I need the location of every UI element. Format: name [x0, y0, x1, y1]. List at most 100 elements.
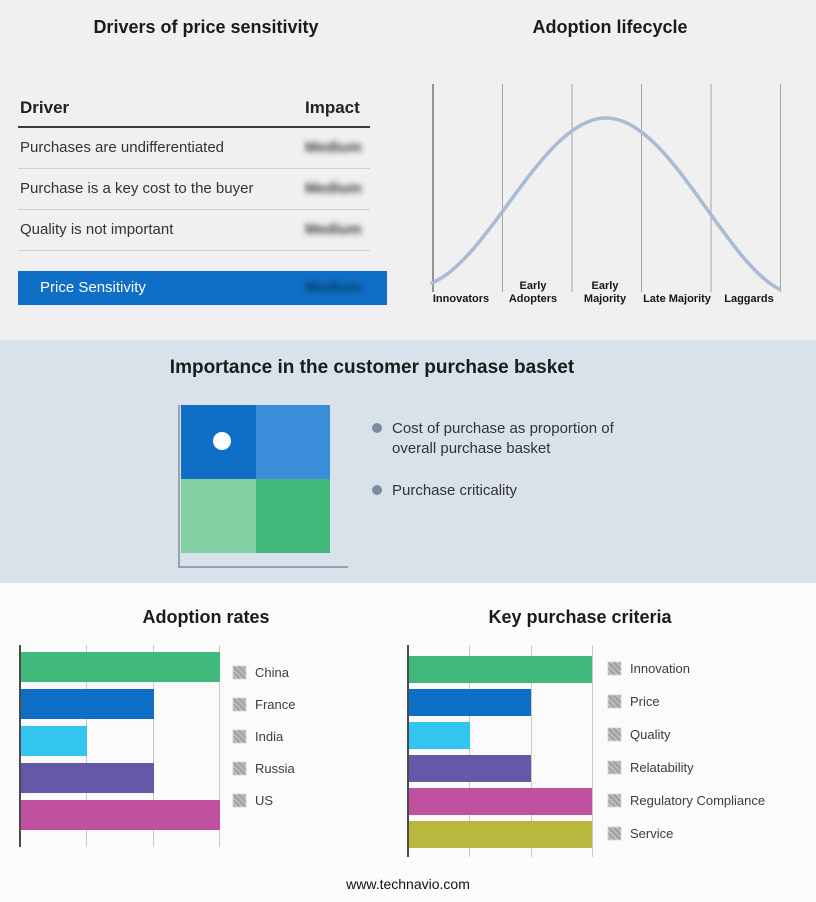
- column-header-driver: Driver: [20, 98, 70, 117]
- key-criteria-legend: Innovation Price Quality Relatability Re…: [608, 661, 766, 841]
- basket-title: Importance in the customer purchase bask…: [169, 357, 575, 378]
- gridline: [153, 645, 154, 847]
- bar-us: [21, 800, 220, 830]
- website-url-text: www.technavio.com: [346, 876, 470, 892]
- legend-label: US: [255, 793, 274, 808]
- drivers-table: Driver Impact Purchases are undifferenti…: [18, 94, 370, 251]
- bar-quality: [409, 722, 470, 749]
- bar-france: [21, 689, 154, 719]
- table-row: Quality is not important Medium: [18, 210, 370, 251]
- quadrant-cell-bottom-left: [181, 479, 256, 553]
- bell-curve: [430, 116, 781, 291]
- position-marker-dot: [213, 432, 231, 450]
- legend-item: China: [233, 665, 295, 680]
- gridline: [469, 645, 470, 857]
- legend-label: Service: [630, 826, 674, 841]
- key-criteria-y-axis: [407, 645, 409, 857]
- adoption-rates-bars: [21, 652, 220, 837]
- bar-innovation: [409, 656, 592, 683]
- quadrant-y-axis: [178, 405, 180, 568]
- bar-russia: [21, 763, 154, 793]
- quadrant-cell-top-left: [181, 405, 256, 479]
- legend-item: Regulatory Compliance: [608, 793, 766, 808]
- legend-swatch-redacted: [608, 761, 621, 774]
- legend-item: India: [233, 729, 295, 744]
- table-row: Purchases are undifferentiated Medium: [18, 128, 370, 169]
- legend-label: Relatability: [630, 760, 694, 775]
- lifecycle-stage-labels: Innovators Early Adopters Early Majority…: [425, 276, 785, 306]
- legend-item: Innovation: [608, 661, 765, 676]
- bullet-text: Purchase criticality: [392, 481, 518, 499]
- table-header-row: Driver Impact: [18, 94, 370, 128]
- price-sensitivity-impact-redacted: Medium: [305, 279, 362, 296]
- bar-price: [409, 689, 531, 716]
- list-item: Purchase criticality: [372, 481, 652, 501]
- legend-label: Regulatory Compliance: [630, 793, 766, 808]
- stage-label-early-adopters: Early Adopters: [508, 280, 558, 306]
- legend-item: US: [233, 793, 295, 808]
- legend-label: Quality: [630, 727, 671, 742]
- legend-swatch-redacted: [608, 728, 621, 741]
- stage-label-laggards: Laggards: [724, 293, 774, 306]
- legend-label: Russia: [255, 761, 295, 776]
- impact-cell-redacted: Medium: [305, 221, 362, 238]
- legend-swatch-redacted: [233, 762, 246, 775]
- legend-swatch-redacted: [608, 794, 621, 807]
- legend-swatch-redacted: [608, 662, 621, 675]
- stage-label-late-majority: Late Majority: [643, 293, 711, 306]
- drivers-title: Drivers of price sensitivity: [93, 17, 319, 37]
- driver-cell: Purchases are undifferentiated: [20, 139, 225, 156]
- driver-cell: Quality is not important: [20, 221, 174, 238]
- legend-swatch-redacted: [233, 698, 246, 711]
- basket-bullet-list: Cost of purchase as proportion of overal…: [372, 419, 652, 522]
- adoption-rates-legend: China France India Russia US: [233, 665, 296, 808]
- legend-item: Price: [608, 694, 765, 709]
- gridline: [592, 645, 593, 857]
- legend-item: Russia: [233, 761, 295, 776]
- adoption-rates-title: Adoption rates: [142, 607, 270, 627]
- driver-cell: Purchase is a key cost to the buyer: [20, 180, 254, 197]
- legend-item: Quality: [608, 727, 765, 742]
- gridline: [531, 645, 532, 857]
- bar-china: [21, 652, 220, 682]
- stage-label-innovators: Innovators: [432, 293, 490, 306]
- legend-swatch-redacted: [608, 827, 621, 840]
- key-criteria-title: Key purchase criteria: [488, 607, 672, 627]
- table-row: Purchase is a key cost to the buyer Medi…: [18, 169, 370, 210]
- legend-swatch-redacted: [233, 666, 246, 679]
- bar-service: [409, 821, 592, 848]
- quadrant-cell-bottom-right: [255, 479, 330, 553]
- price-sensitivity-summary-bar: Price Sensitivity Medium: [18, 271, 387, 305]
- middle-band: [0, 340, 816, 583]
- legend-swatch-redacted: [233, 730, 246, 743]
- legend-label: France: [255, 697, 296, 712]
- quadrant-x-axis: [178, 566, 348, 568]
- lifecycle-title: Adoption lifecycle: [532, 17, 688, 37]
- legend-swatch-redacted: [233, 794, 246, 807]
- legend-item: Relatability: [608, 760, 765, 775]
- bar-relatability: [409, 755, 531, 782]
- bar-regulatory-compliance: [409, 788, 592, 815]
- column-header-impact: Impact: [305, 98, 360, 117]
- gridline: [219, 645, 220, 847]
- adoption-lifecycle-bell-curve-chart: [430, 84, 781, 292]
- impact-cell-redacted: Medium: [305, 180, 362, 197]
- legend-swatch-redacted: [608, 695, 621, 708]
- purchase-basket-quadrant: [181, 405, 330, 553]
- legend-label: China: [255, 665, 289, 680]
- key-criteria-bars: [409, 656, 592, 854]
- bullet-icon: [372, 423, 382, 433]
- list-item: Cost of purchase as proportion of overal…: [372, 419, 652, 459]
- legend-label: Innovation: [630, 661, 690, 676]
- adoption-rates-y-axis: [19, 645, 21, 847]
- stage-label-early-majority: Early Majority: [583, 280, 627, 306]
- quadrant-cell-top-right: [255, 405, 330, 479]
- legend-item: Service: [608, 826, 765, 841]
- legend-label: India: [255, 729, 284, 744]
- price-sensitivity-label: Price Sensitivity: [40, 279, 146, 296]
- bullet-text: Cost of purchase as proportion of overal…: [392, 420, 614, 457]
- legend-label: Price: [630, 694, 660, 709]
- impact-cell-redacted: Medium: [305, 139, 362, 156]
- bar-india: [21, 726, 88, 756]
